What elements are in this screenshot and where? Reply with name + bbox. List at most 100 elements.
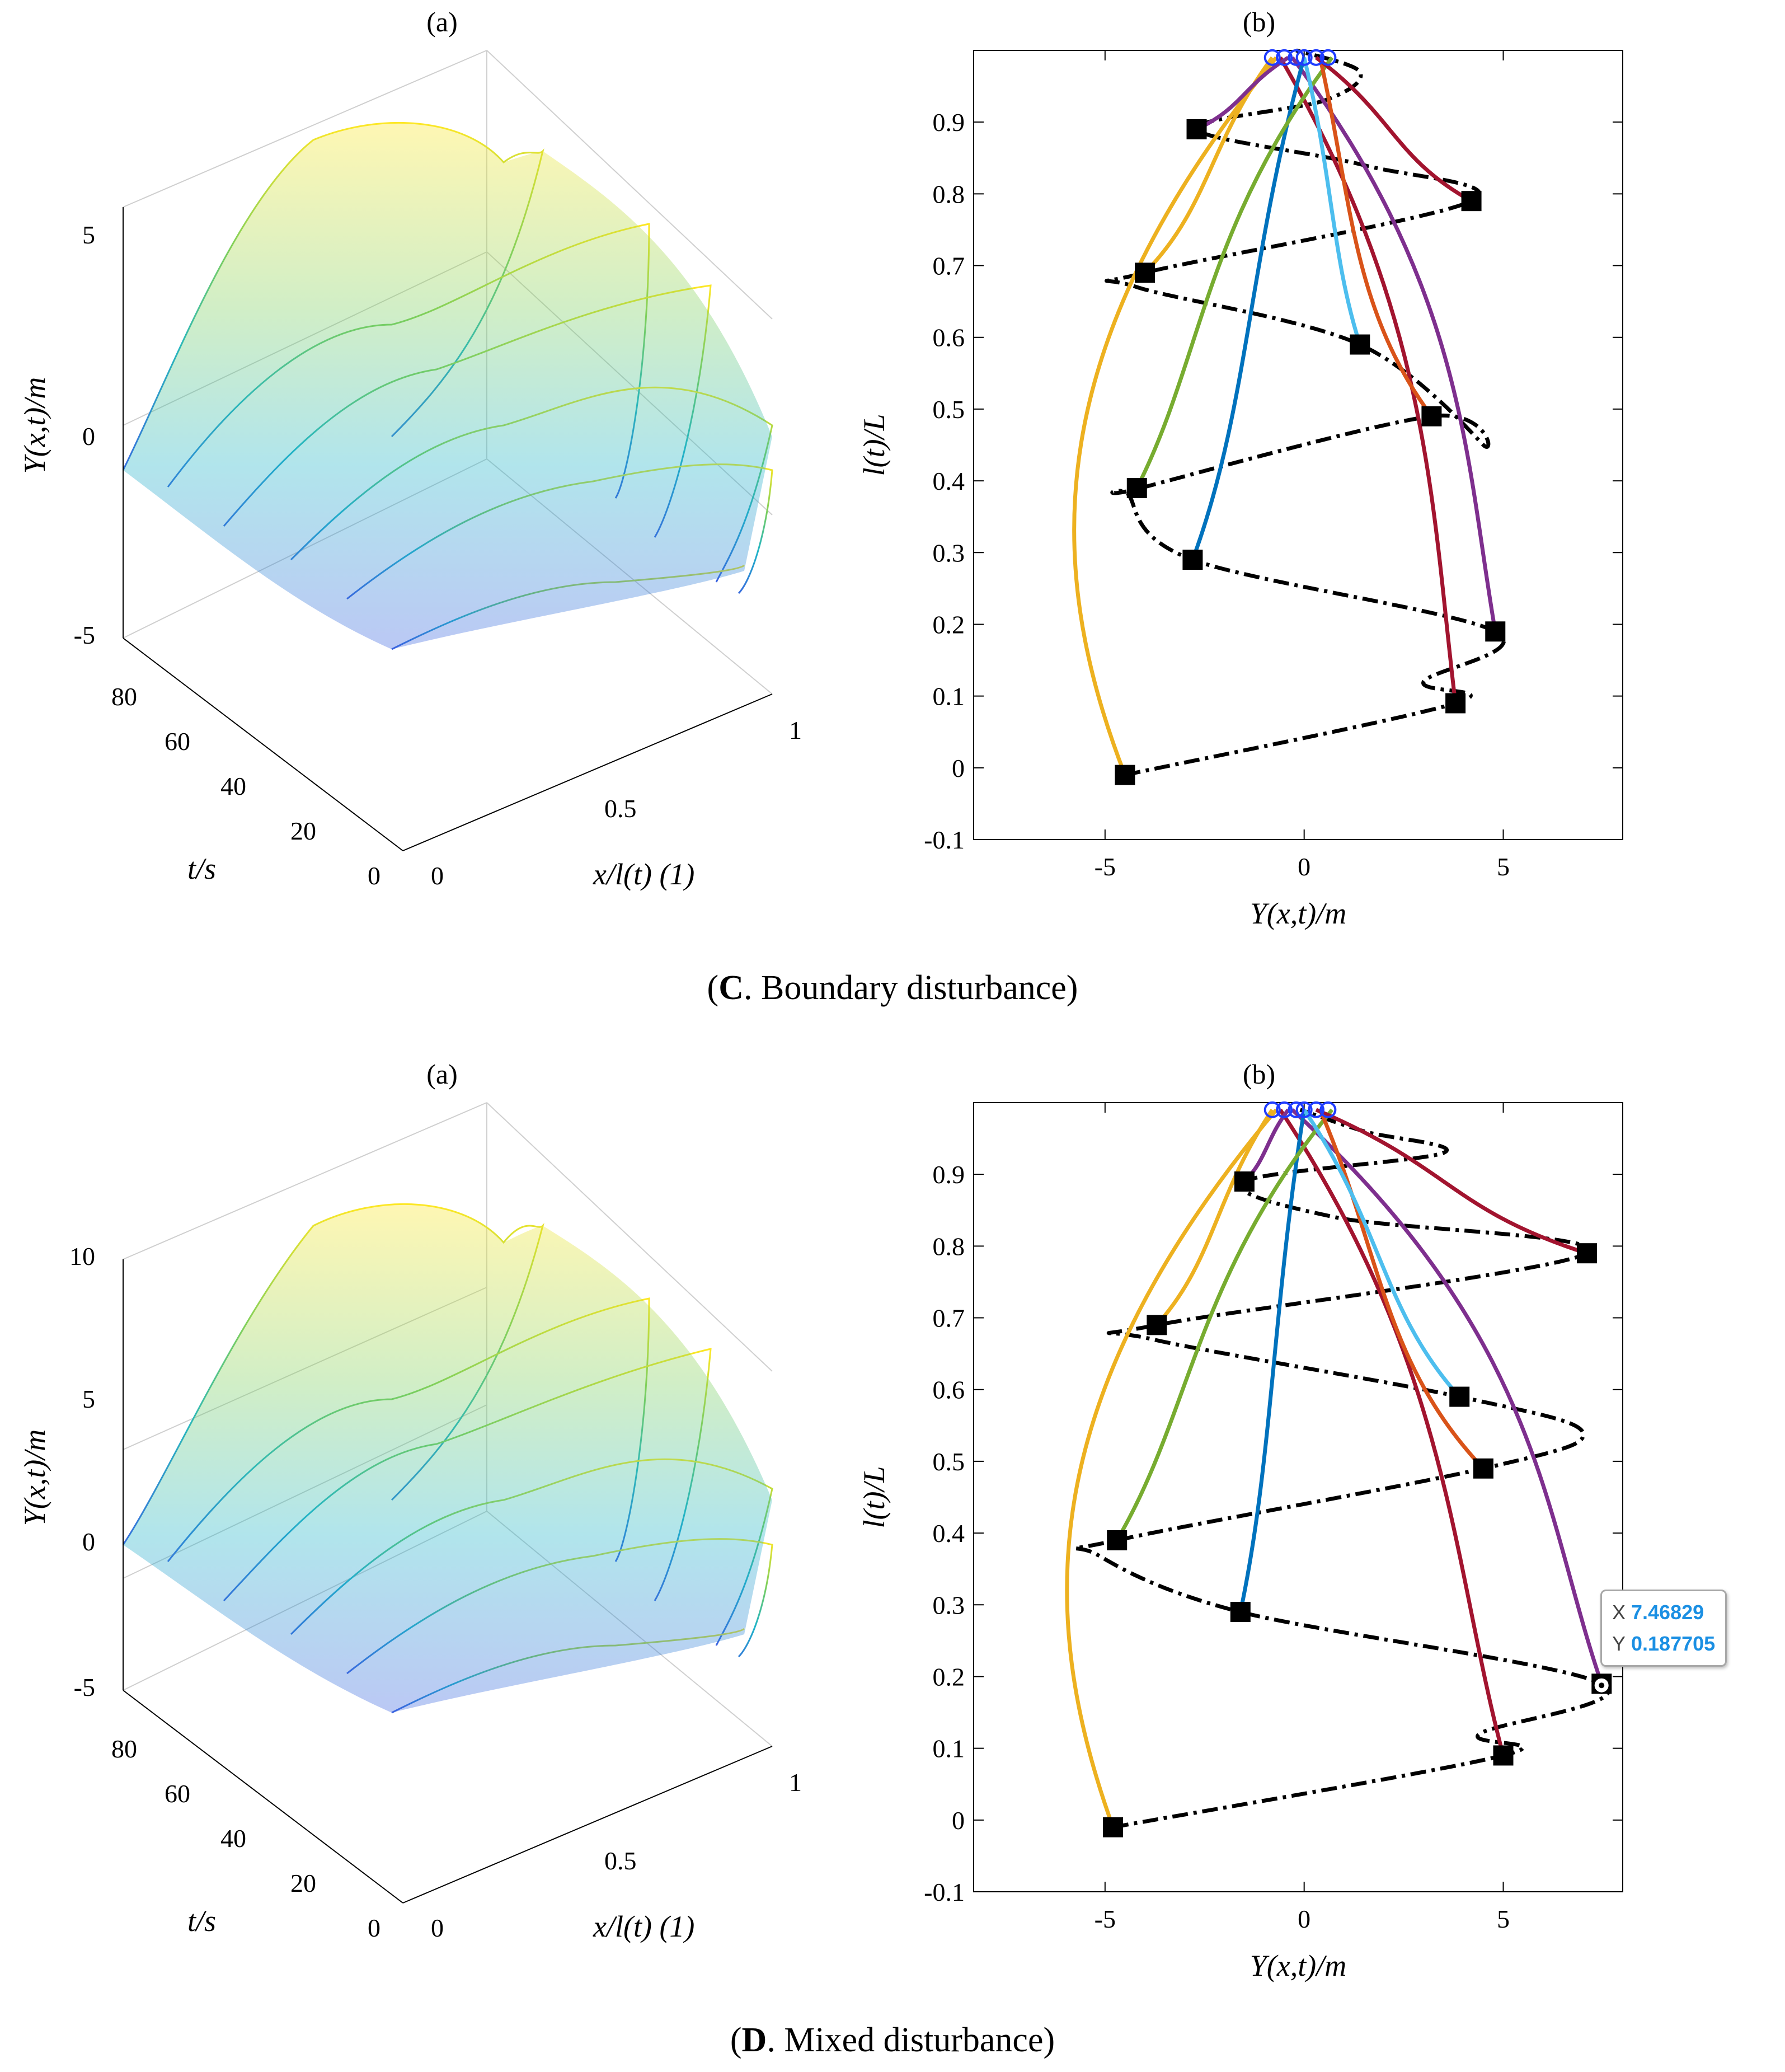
y-tick-label: 0.1 (933, 1735, 965, 1763)
datatip-x-label: X (1612, 1601, 1626, 1624)
y-tick-label: 0 (952, 1806, 965, 1835)
y-tick-label: 0.4 (933, 1519, 965, 1548)
surface-plot-d: 10 5 0 -5 80 60 40 20 0 0 0.5 1 Y(x,t)/m… (18, 1102, 802, 1943)
datatip[interactable]: X 7.46829 Y 0.187705 (1600, 1590, 1727, 1667)
node-marker (1449, 1386, 1470, 1407)
panel-b-label: (b) (1242, 1058, 1276, 1090)
node-marker (1445, 693, 1466, 714)
z-axis-label: Y(x,t)/m (18, 377, 51, 474)
y-tick-label: 0.8 (933, 1232, 965, 1260)
z-tick: 5 (82, 221, 95, 249)
y-tick-label: 0.5 (933, 1447, 965, 1476)
series-line-s8 (1155, 1108, 1274, 1326)
series-line-s1 (1072, 56, 1278, 776)
top-marker (1319, 49, 1337, 66)
profile-chart-d: -0.1 0 0.1 0.2 0.3 0.4 0.5 0.6 0.7 0.8 0.9 -5 0 5 Y(x,… (857, 1101, 1623, 1982)
series-line-s1 (1065, 1108, 1278, 1828)
node-marker (1493, 1745, 1514, 1766)
node-marker (1107, 1530, 1128, 1550)
z-axis-line (123, 1259, 773, 1904)
node-marker (1103, 1817, 1124, 1837)
x-axis-label: Y(x,t)/m (1250, 1949, 1346, 1982)
node-marker (1461, 191, 1482, 212)
node-marker (1147, 1315, 1167, 1335)
y-tick-label: 0.8 (933, 180, 965, 208)
series-line-s2 (1279, 1108, 1505, 1756)
top-marker (1288, 49, 1305, 66)
y-axis-label: l(t)/L (857, 414, 891, 476)
x-tick: 0 (431, 1914, 444, 1942)
series-line-s9 (1314, 56, 1473, 203)
top-marker (1263, 49, 1281, 66)
datatip-point-dot (1599, 1682, 1605, 1689)
x-tick-label: 0 (1298, 852, 1310, 881)
y-tick-label: 0.1 (933, 682, 965, 711)
top-marker (1276, 1101, 1293, 1118)
top-marker (1308, 49, 1325, 66)
panel-a-label: (a) (426, 1058, 458, 1090)
z-tick: 5 (82, 1385, 95, 1413)
mesh-fill (123, 123, 772, 650)
series-line-s7 (1302, 1108, 1461, 1398)
t-axis-label: t/s (187, 852, 216, 885)
z-axis-line (123, 207, 773, 851)
plot-area (973, 1102, 1623, 1892)
profile-chart-c: -0.1 0 0.1 0.2 0.3 0.4 0.5 0.6 0.7 0.8 0.9 -5 0 5 Y(x,… (857, 48, 1623, 930)
series-line-s6 (1318, 1109, 1485, 1470)
top-marker (1288, 1101, 1305, 1118)
y-tick-label: 0.2 (933, 610, 965, 639)
node-marker (1115, 765, 1135, 785)
x-axis-label: x/l(t) (1) (593, 857, 694, 891)
x-tick-label: -5 (1095, 1905, 1116, 1933)
x-tick-label: -5 (1095, 852, 1116, 881)
node-marker (1182, 550, 1203, 570)
series-line-s4 (1191, 57, 1307, 561)
top-marker (1308, 1101, 1325, 1118)
z-axis-label: Y(x,t)/m (18, 1429, 51, 1526)
x-tick-label: 5 (1497, 852, 1510, 881)
envelope-curve (1073, 1108, 1610, 1830)
z-tick: 0 (82, 1527, 95, 1556)
datatip-y-value: 0.187705 (1631, 1632, 1716, 1655)
t-tick: 20 (290, 1869, 316, 1897)
node-marker (1186, 119, 1207, 139)
datatip-x-value: 7.46829 (1631, 1601, 1704, 1624)
y-tick-label: -0.1 (924, 826, 965, 854)
y-axis-label: l(t)/L (857, 1466, 891, 1528)
series-line-s8 (1143, 56, 1274, 274)
caption-c: (C. Boundary disturbance) (707, 969, 1078, 1007)
x-axis-label: Y(x,t)/m (1250, 897, 1346, 930)
t-tick: 80 (111, 1735, 137, 1763)
x-tick: 0 (431, 861, 444, 890)
node-marker (1126, 477, 1147, 498)
t-tick: 20 (290, 817, 316, 845)
caption-d: (D. Mixed disturbance) (730, 2021, 1055, 2059)
mesh-fill (123, 1204, 772, 1713)
z-tick: 0 (82, 422, 95, 451)
series-line-s5 (1115, 1108, 1334, 1541)
series-line-s9 (1315, 1108, 1588, 1255)
t-tick: 40 (220, 772, 246, 800)
top-marker (1263, 1101, 1281, 1118)
series-line-s10 (1196, 55, 1290, 132)
x-tick-label: 0 (1298, 1905, 1310, 1933)
series-line-s3 (1290, 56, 1497, 632)
x-axis-label: x/l(t) (1) (593, 1910, 694, 1943)
y-tick-label: 0.7 (933, 252, 965, 280)
node-marker (1135, 262, 1155, 283)
z-tick: -5 (74, 621, 95, 649)
series-line-s2 (1278, 57, 1458, 704)
surface-plot-c: 5 0 -5 80 60 40 20 0 0 0.5 1 Y(x,t)/m t/… (18, 50, 802, 891)
y-tick-label: 0 (952, 754, 965, 782)
y-tick-label: 0.9 (933, 108, 965, 137)
series-line-s7 (1302, 57, 1362, 345)
panel-b-label: (b) (1242, 6, 1276, 37)
top-marker (1319, 1101, 1337, 1118)
t-tick: 0 (368, 1914, 381, 1942)
y-tick-label: 0.3 (933, 1591, 965, 1619)
node-marker (1230, 1602, 1251, 1623)
x-tick: 0.5 (604, 1846, 637, 1875)
t-tick: 60 (165, 727, 190, 756)
panel-a-label: (a) (426, 6, 458, 37)
z-tick: 10 (69, 1242, 95, 1271)
